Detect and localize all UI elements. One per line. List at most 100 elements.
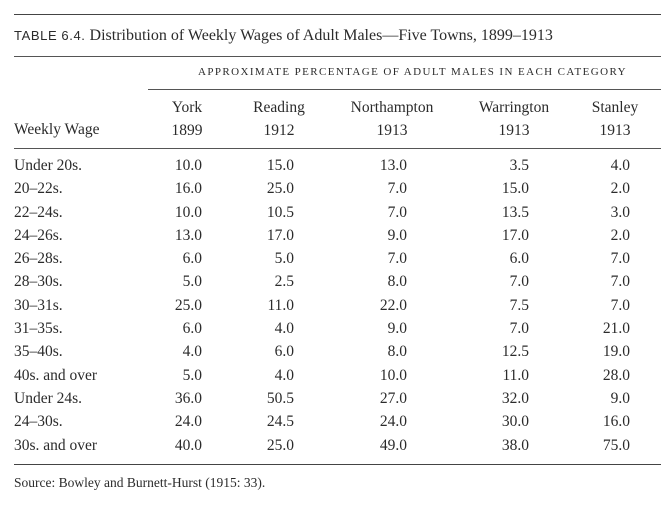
percentage-cell: 11.0	[502, 366, 529, 384]
percentage-cell: 19.0	[602, 343, 630, 361]
percentage-cell: 9.0	[387, 226, 407, 244]
column-header: Stanley 1913	[555, 96, 671, 142]
percentage-cell: 25.0	[266, 180, 294, 198]
column-town: York	[171, 99, 203, 116]
column-town: Northampton	[350, 99, 434, 116]
percentage-cell: 4.0	[182, 343, 202, 361]
wage-category: 40s. and over	[14, 366, 98, 384]
percentage-cell: 11.0	[267, 296, 294, 314]
table-caption: TABLE 6.4. Distribution of Weekly Wages …	[14, 27, 553, 45]
percentage-cell: 13.0	[174, 226, 202, 244]
table-body: Under 20s. 10.0 15.0 13.0 3.5 4.0 20–22s. 16.0 2…	[14, 155, 661, 458]
percentage-cell: 24.0	[174, 413, 202, 431]
percentage-cell: 25.0	[266, 436, 294, 454]
percentage-cell: 4.0	[610, 157, 630, 174]
percentage-cell: 6.0	[274, 343, 294, 361]
percentage-cell: 17.0	[501, 226, 529, 244]
percentage-cell: 6.0	[182, 320, 202, 338]
percentage-cell: 13.0	[379, 157, 407, 174]
wage-category: 26–28s.	[14, 250, 63, 268]
bottom-rule	[14, 464, 661, 465]
percentage-cell: 75.0	[602, 436, 630, 454]
column-year: 1913	[599, 122, 631, 139]
table-title: Distribution of Weekly Wages of Adult Ma…	[89, 27, 553, 44]
wage-category: 28–30s.	[14, 273, 63, 291]
column-town: Reading	[253, 99, 305, 116]
column-year: 1913	[376, 122, 408, 139]
table-row: 24–26s. 13.0 17.0 9.0 17.0 2.0	[14, 225, 661, 248]
table-row: 26–28s. 6.0 5.0 7.0 6.0 7.0	[14, 248, 661, 271]
wage-category: 20–22s.	[14, 180, 63, 198]
column-header: York 1899	[127, 96, 247, 142]
wage-category: 30s. and over	[14, 436, 98, 454]
percentage-cell: 7.0	[509, 320, 529, 338]
wage-category: 24–26s.	[14, 226, 63, 244]
column-year: 1899	[171, 122, 203, 139]
percentage-cell: 2.0	[610, 180, 630, 198]
percentage-cell: 40.0	[174, 436, 202, 454]
column-header: Northampton 1913	[332, 96, 452, 142]
wage-category: 24–30s.	[14, 413, 63, 431]
percentage-cell: 15.0	[501, 180, 529, 198]
wage-category: Under 24s.	[14, 389, 83, 407]
percentage-cell: 13.5	[501, 203, 529, 221]
table-row: 24–30s. 24.0 24.5 24.0 30.0 16.0	[14, 411, 661, 434]
column-header: Warrington 1913	[454, 96, 574, 142]
percentage-cell: 24.0	[379, 413, 407, 431]
wage-category: 35–40s.	[14, 343, 63, 361]
percentage-cell: 27.0	[379, 389, 407, 407]
percentage-cell: 10.0	[379, 366, 407, 384]
percentage-cell: 2.5	[274, 273, 294, 291]
percentage-cell: 10.0	[174, 203, 202, 221]
percentage-cell: 8.0	[387, 273, 407, 291]
percentage-cell: 7.0	[610, 296, 630, 314]
percentage-cell: 6.0	[182, 250, 202, 268]
percentage-cell: 9.0	[387, 320, 407, 338]
table-label: TABLE 6.4.	[14, 28, 86, 43]
percentage-cell: 5.0	[182, 273, 202, 291]
percentage-cell: 15.0	[266, 157, 294, 174]
percentage-cell: 50.5	[266, 389, 294, 407]
table-row: 20–22s. 16.0 25.0 7.0 15.0 2.0	[14, 178, 661, 201]
percentage-cell: 3.5	[509, 157, 529, 174]
percentage-cell: 32.0	[501, 389, 529, 407]
percentage-cell: 16.0	[602, 413, 630, 431]
percentage-cell: 30.0	[501, 413, 529, 431]
percentage-cell: 9.0	[610, 389, 630, 407]
percentage-cell: 7.5	[509, 296, 529, 314]
table-row: Under 24s. 36.0 50.5 27.0 32.0 9.0	[14, 388, 661, 411]
percentage-cell: 5.0	[274, 250, 294, 268]
table-row: 30s. and over 40.0 25.0 49.0 38.0 75.0	[14, 435, 661, 458]
percentage-cell: 6.0	[509, 250, 529, 268]
percentage-cell: 7.0	[387, 203, 407, 221]
percentage-cell: 3.0	[610, 203, 630, 221]
percentage-cell: 25.0	[174, 296, 202, 314]
percentage-cell: 5.0	[182, 366, 202, 384]
percentage-cell: 12.5	[501, 343, 529, 361]
table-row: 30–31s. 25.0 11.0 22.0 7.5 7.0	[14, 295, 661, 318]
percentage-cell: 4.0	[274, 320, 294, 338]
column-town: Stanley	[591, 99, 639, 116]
percentage-cell: 16.0	[174, 180, 202, 198]
percentage-cell: 49.0	[379, 436, 407, 454]
column-header: Reading 1912	[219, 96, 339, 142]
column-year: 1913	[498, 122, 530, 139]
percentage-cell: 2.0	[610, 226, 630, 244]
top-rule	[14, 14, 661, 15]
percentage-cell: 8.0	[387, 343, 407, 361]
caption-rule	[14, 56, 661, 57]
table-row: 40s. and over 5.0 4.0 10.0 11.0 28.0	[14, 365, 661, 388]
column-town: Warrington	[478, 99, 550, 116]
percentage-cell: 7.0	[387, 180, 407, 198]
table-row: 28–30s. 5.0 2.5 8.0 7.0 7.0	[14, 271, 661, 294]
column-spanner-heading: APPROXIMATE PERCENTAGE OF ADULT MALES IN…	[198, 66, 627, 78]
header-rule	[14, 148, 661, 149]
wage-category: 22–24s.	[14, 203, 63, 221]
percentage-cell: 38.0	[501, 436, 529, 454]
table-source-note: Source: Bowley and Burnett-Hurst (1915: …	[14, 475, 266, 490]
table-row: 31–35s. 6.0 4.0 9.0 7.0 21.0	[14, 318, 661, 341]
percentage-cell: 28.0	[602, 366, 630, 384]
row-header-label: Weekly Wage	[14, 121, 100, 138]
percentage-cell: 7.0	[610, 273, 630, 291]
percentage-cell: 36.0	[174, 389, 202, 407]
